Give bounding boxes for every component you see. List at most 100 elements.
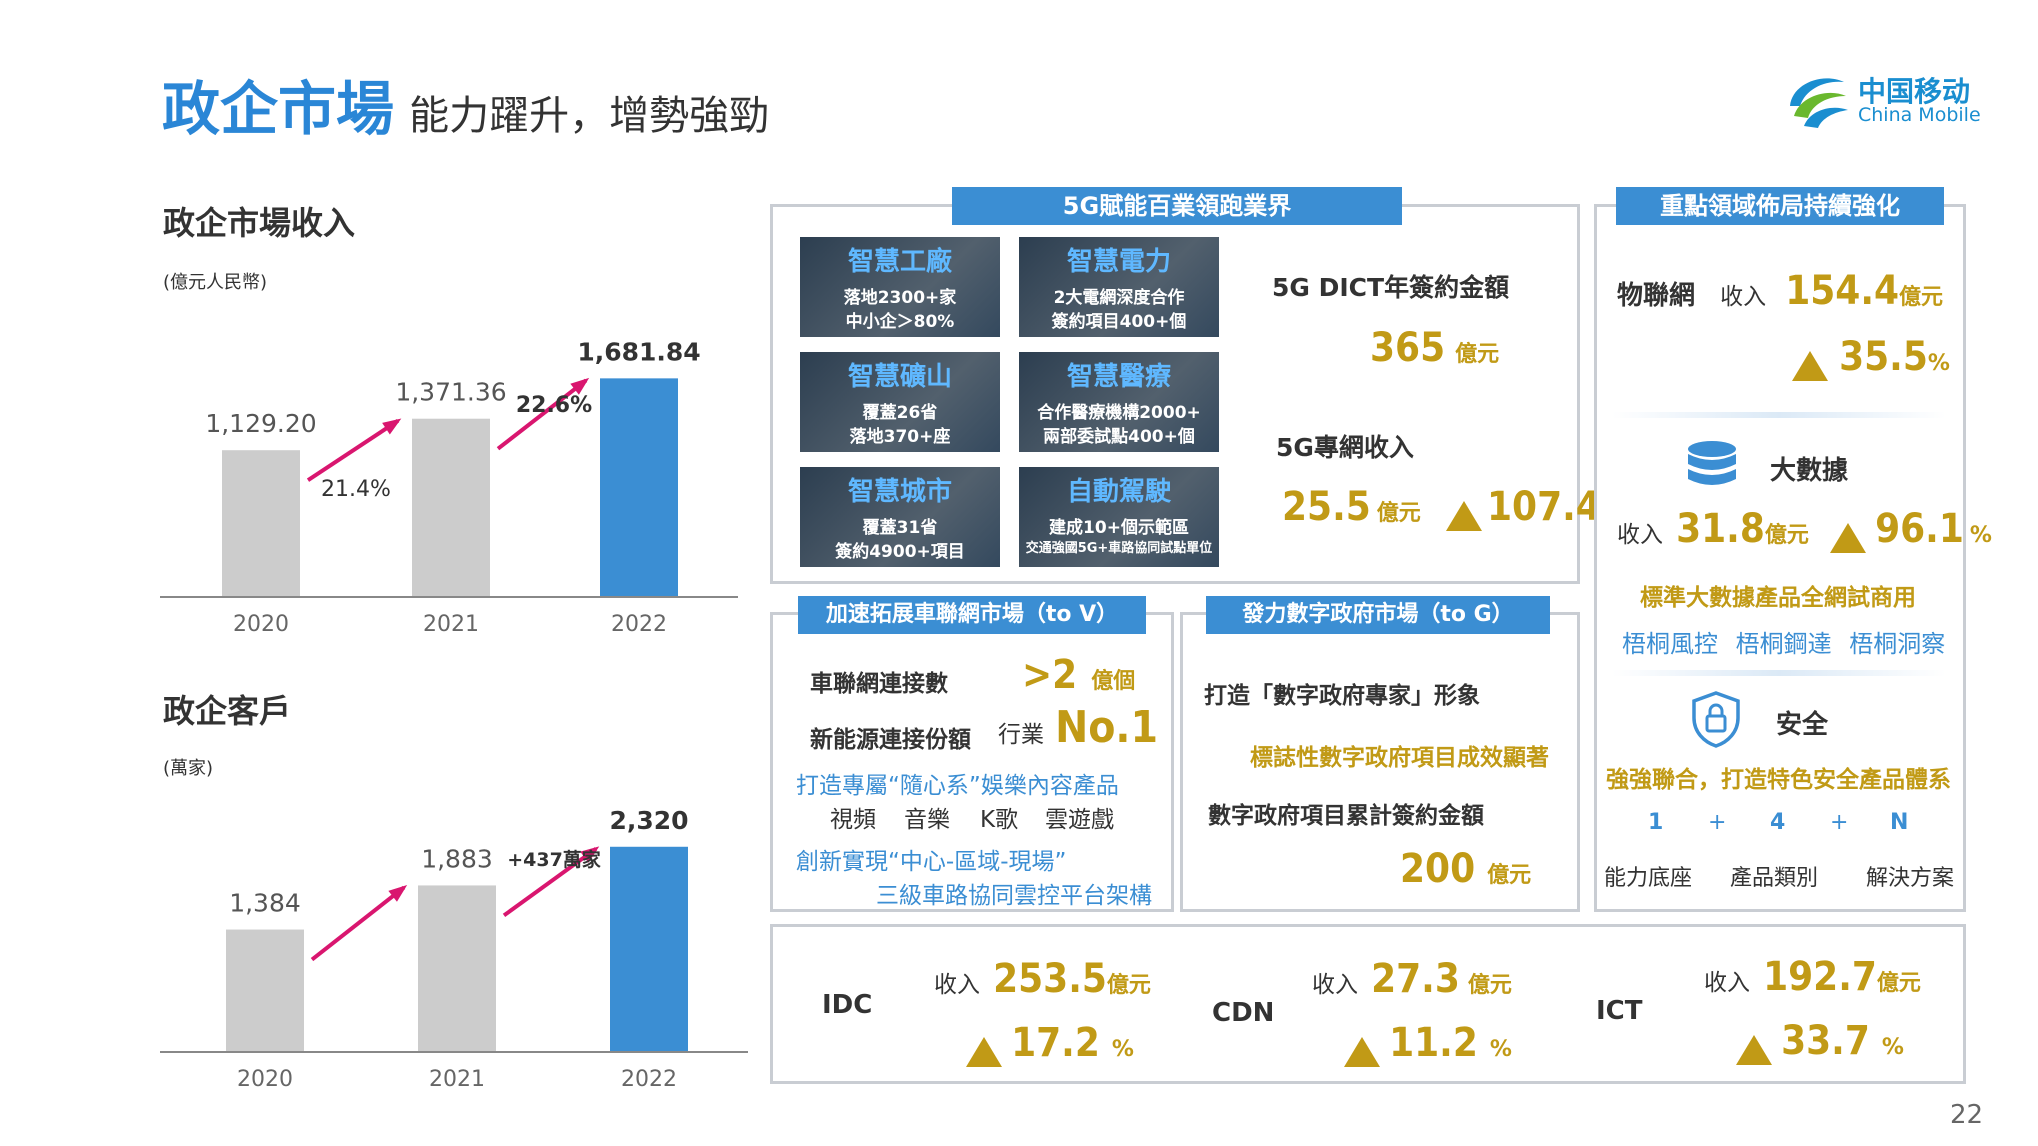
divider [1612, 670, 1946, 676]
category-label: 2021 [429, 1067, 485, 1092]
cdn-growth: 11.2% [1344, 1020, 1512, 1067]
ict-label: ICT [1596, 996, 1643, 1026]
customers-chart-title: 政企客戶 [163, 692, 292, 730]
bigdata-products: 梧桐風控 梧桐鋼達 梧桐洞察 [1622, 624, 1945, 659]
bar-2021 [412, 418, 490, 597]
product-item: 梧桐鋼達 [1735, 630, 1832, 658]
idc-label: IDC [822, 990, 873, 1020]
growth-up-icon [1344, 1036, 1380, 1067]
logo-text-en: China Mobile [1858, 104, 1981, 126]
growth-arrow-head [388, 884, 408, 902]
v2x-connections-value: >2 億個 [1022, 652, 1136, 698]
fiveg-header: 5G賦能百業領跑業界 [952, 187, 1402, 225]
customers-chart: 1,384 2020 1,883 2021 2,320 2022 +437萬家 [160, 806, 748, 1092]
architecture-line-2: 三級車路協同雲控平台架構 [876, 883, 1152, 909]
bigdata-label: 大數據 [1770, 456, 1849, 486]
value-label: 2,320 [609, 806, 688, 835]
gov-value: 200 億元 [1400, 846, 1532, 892]
revenue-chart-unit: (億元人民幣) [163, 272, 268, 293]
security-label: 安全 [1776, 710, 1829, 740]
idc-revenue: 收入 253.5億元 [934, 956, 1151, 1002]
gov-line-2: 標誌性數字政府項目成效顯著 [1250, 745, 1549, 771]
tile-smart-mining: 智慧礦山 覆蓋26省 落地370+座 [800, 352, 1000, 452]
dict-label: 5G DICT年簽約金額 [1272, 273, 1510, 302]
private-network-label: 5G專網收入 [1276, 433, 1414, 462]
category-label: 2022 [621, 1067, 677, 1092]
ict-revenue: 收入 192.7億元 [1704, 954, 1921, 1000]
page-title: 政企市場 能力躍升，增勢強勁 [162, 62, 769, 146]
security-formula: 1 + 4 + N [1648, 810, 1909, 835]
growth-up-icon [1736, 1034, 1772, 1065]
entertainment-items: 視頻 音樂 K歌 雲遊戲 [830, 807, 1114, 833]
category-label: 2020 [233, 612, 289, 637]
china-mobile-logo: 中国移动 China Mobile [1782, 66, 1992, 136]
growth-up-icon [1792, 350, 1828, 381]
bar-2020 [222, 450, 300, 597]
gov-line-3: 數字政府項目累計簽約金額 [1208, 803, 1484, 829]
nev-share-value: 行業 No.1 [998, 702, 1159, 753]
ict-growth: 33.7% [1736, 1018, 1904, 1065]
growth-arrow [306, 419, 400, 482]
value-label: 1,883 [421, 844, 493, 873]
bar-2022 [610, 846, 688, 1052]
category-label: 2022 [611, 612, 667, 637]
iot-growth: 35.5% [1792, 334, 1950, 381]
private-network-value: 25.5億元 107.4% [1282, 484, 1623, 531]
security-note: 強強聯合，打造特色安全產品體系 [1606, 767, 1951, 793]
logo-text-cn: 中国移动 [1858, 75, 1971, 108]
gov-header: 發力數字政府市場（to G） [1206, 596, 1550, 634]
product-item: 梧桐洞察 [1849, 630, 1946, 658]
tile-smart-factory: 智慧工廠 落地2300+家 中小企＞80% [800, 237, 1000, 337]
growth-arrow [496, 378, 588, 451]
security-formula-labels: 能力底座 產品類別 解決方案 [1604, 866, 1955, 891]
value-label: 1,384 [229, 889, 301, 918]
bigdata-note: 標準大數據產品全網試商用 [1640, 585, 1916, 611]
bar-2021 [418, 885, 496, 1052]
revenue-chart-title: 政企市場收入 [163, 204, 356, 242]
page-title-main: 政企市場 [162, 75, 395, 143]
entertainment-line: 打造專屬“隨心系”娛樂內容產品 [796, 773, 1119, 799]
nev-share-label: 新能源連接份額 [810, 727, 971, 753]
bigdata-row: 收入 31.8億元 96.1% [1617, 506, 1992, 553]
product-item: 梧桐風控 [1622, 630, 1718, 658]
revenue-chart: 1,129.20 2020 1,371.36 2021 1,681.84 2022 21.4… [160, 337, 738, 637]
database-icon [1688, 441, 1736, 485]
divider [1612, 412, 1946, 418]
page-number: 22 [1950, 1100, 1984, 1130]
growth-arrow-head [382, 418, 402, 435]
key-areas-panel [1594, 204, 1966, 912]
customers-chart-unit: (萬家) [163, 758, 214, 779]
tile-smart-medical: 智慧醫療 合作醫療機構2000+ 兩部委試點400+個 [1019, 352, 1219, 452]
logo-swirl-icon [1790, 78, 1848, 128]
iot-row: 物聯網 收入 154.4億元 [1617, 268, 1944, 314]
growth-up-icon [966, 1036, 1002, 1067]
page-subtitle: 能力躍升，增勢強勁 [409, 93, 770, 139]
tile-auto-driving: 自動駕駛 建成10+個示範區 交通強國5G+車路協同試點單位 [1019, 467, 1219, 567]
bar-2022 [600, 378, 678, 597]
v2x-header: 加速拓展車聯網市場（to V） [798, 596, 1146, 634]
architecture-line-1: 創新實現“中心-區域-現場” [796, 849, 1067, 875]
key-areas-header: 重點領域佈局持續強化 [1616, 187, 1944, 225]
gov-line-1: 打造「數字政府專家」形象 [1204, 683, 1480, 709]
bar-2020 [226, 929, 304, 1052]
value-label: 1,681.84 [577, 337, 700, 366]
value-label: 1,371.36 [395, 378, 506, 407]
growth-label: 21.4% [321, 477, 391, 502]
category-label: 2021 [423, 612, 479, 637]
growth-arrow-head [580, 846, 600, 863]
growth-arrow-head [570, 377, 590, 395]
cdn-label: CDN [1212, 998, 1275, 1028]
tile-smart-city: 智慧城市 覆蓋31省 簽約4900+項目 [800, 467, 1000, 567]
value-label: 1,129.20 [205, 409, 316, 438]
tile-smart-power: 智慧電力 2大電網深度合作 簽約項目400+個 [1019, 237, 1219, 337]
growth-up-icon [1830, 522, 1866, 553]
growth-up-icon [1445, 500, 1482, 531]
growth-arrow [502, 847, 598, 918]
growth-arrow [310, 885, 406, 962]
v2x-connections-label: 車聯網連接數 [810, 671, 948, 697]
growth-label: +437萬家 [507, 848, 602, 871]
cdn-revenue: 收入 27.3 億元 [1312, 956, 1512, 1002]
shield-lock-icon [1692, 691, 1740, 748]
dict-value: 365 億元 [1370, 325, 1500, 371]
growth-label: 22.6% [516, 393, 592, 418]
